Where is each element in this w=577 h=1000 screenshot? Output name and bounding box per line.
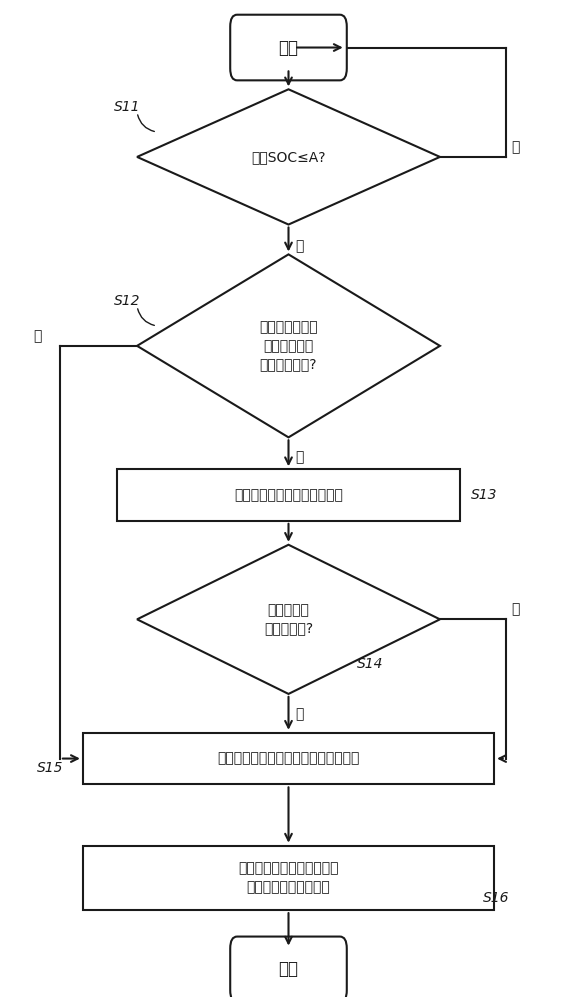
Text: 是: 是: [296, 239, 304, 253]
Text: S16: S16: [483, 891, 509, 905]
Text: 是: 是: [296, 707, 304, 721]
Text: 否: 否: [511, 140, 520, 154]
Polygon shape: [137, 89, 440, 225]
Text: 根据电动机的额定值来设定第二优先级: 根据电动机的额定值来设定第二优先级: [218, 752, 359, 766]
Text: S14: S14: [357, 657, 384, 671]
FancyBboxPatch shape: [230, 937, 347, 1000]
Text: S13: S13: [471, 488, 498, 502]
Bar: [83, 846, 494, 910]
Polygon shape: [137, 545, 440, 694]
Text: S15: S15: [37, 762, 63, 776]
Polygon shape: [137, 254, 440, 437]
Text: 开始: 开始: [279, 39, 298, 57]
FancyBboxPatch shape: [230, 15, 347, 80]
Text: 能够根据电动机
的控制来计算
当前电流消耗?: 能够根据电动机 的控制来计算 当前电流消耗?: [259, 320, 318, 371]
Text: 确定考虑第一和第二优先级
控制电动机电流的方法: 确定考虑第一和第二优先级 控制电动机电流的方法: [238, 862, 339, 894]
Text: 结束: 结束: [279, 960, 298, 978]
Text: 有必要考虑
第二优先级?: 有必要考虑 第二优先级?: [264, 603, 313, 636]
Text: 否: 否: [511, 602, 520, 616]
Text: S11: S11: [114, 100, 141, 114]
Text: 是: 是: [296, 450, 304, 464]
Bar: [117, 469, 460, 521]
Text: S12: S12: [114, 294, 141, 308]
Text: 否: 否: [33, 329, 41, 343]
Text: 根据电流消耗设定第一优先级: 根据电流消耗设定第一优先级: [234, 488, 343, 502]
Bar: [83, 733, 494, 784]
Text: 电池SOC≤A?: 电池SOC≤A?: [251, 150, 326, 164]
